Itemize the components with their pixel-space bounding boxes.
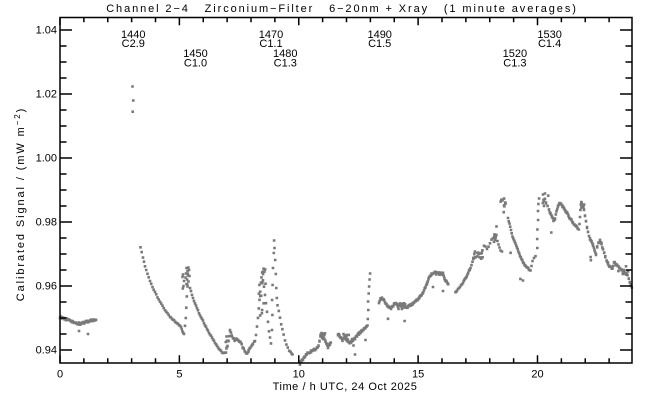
- svg-text:1490: 1490: [367, 29, 391, 41]
- svg-text:1470: 1470: [259, 29, 283, 41]
- svg-text:0.96: 0.96: [36, 281, 57, 293]
- svg-text:1440: 1440: [121, 29, 145, 41]
- svg-text:1530: 1530: [537, 29, 561, 41]
- svg-text:C1.4: C1.4: [538, 38, 561, 50]
- svg-text:C1.5: C1.5: [368, 38, 391, 50]
- svg-text:20: 20: [531, 369, 543, 381]
- svg-text:C1.3: C1.3: [274, 57, 297, 69]
- svg-text:15: 15: [412, 369, 424, 381]
- svg-text:C1.3: C1.3: [503, 57, 526, 69]
- svg-text:1450: 1450: [183, 48, 207, 60]
- svg-text:1480: 1480: [273, 48, 297, 60]
- svg-text:5: 5: [176, 369, 182, 381]
- svg-text:Time / h UTC, 24 Oct 2025: Time / h UTC, 24 Oct 2025: [273, 381, 418, 393]
- svg-text:C1.0: C1.0: [184, 57, 207, 69]
- svg-text:Calibrated Signal / (mW m−2): Calibrated Signal / (mW m−2): [13, 107, 27, 301]
- svg-text:Channel 2−4 Zirconium−Filter: Channel 2−4 Zirconium−Filter 6−20nm + Xr…: [106, 3, 578, 15]
- svg-text:1.02: 1.02: [36, 89, 57, 101]
- svg-text:10: 10: [293, 369, 305, 381]
- svg-text:C1.1: C1.1: [259, 38, 282, 50]
- svg-text:1520: 1520: [503, 48, 527, 60]
- svg-text:0.94: 0.94: [36, 345, 57, 357]
- svg-text:C2.9: C2.9: [122, 38, 145, 50]
- svg-text:1.04: 1.04: [36, 25, 57, 37]
- svg-text:1.00: 1.00: [36, 153, 57, 165]
- svg-text:0: 0: [57, 369, 63, 381]
- svg-text:0.98: 0.98: [36, 217, 57, 229]
